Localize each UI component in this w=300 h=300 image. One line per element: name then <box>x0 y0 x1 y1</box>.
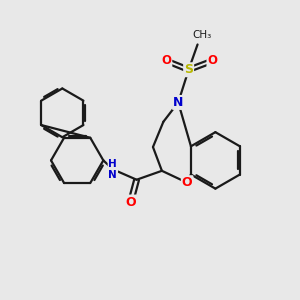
Text: H
N: H N <box>109 158 117 180</box>
Text: O: O <box>125 196 136 208</box>
Text: O: O <box>182 176 193 189</box>
Text: S: S <box>184 63 193 76</box>
Text: N: N <box>173 96 183 109</box>
Text: O: O <box>161 54 171 67</box>
Text: O: O <box>207 54 218 67</box>
Text: CH₃: CH₃ <box>192 30 212 40</box>
